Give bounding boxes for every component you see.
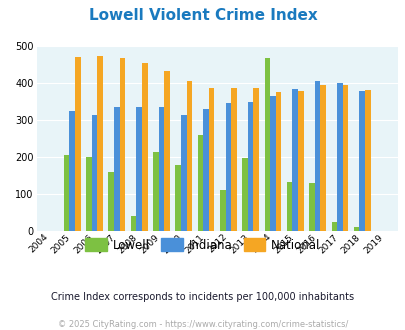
Bar	[275, 92, 281, 231]
Legend: Lowell, Indiana, National: Lowell, Indiana, National	[81, 234, 324, 256]
Bar	[314, 81, 320, 231]
Bar	[164, 71, 169, 231]
Bar	[108, 172, 114, 231]
Bar	[230, 88, 236, 231]
Bar	[175, 165, 181, 231]
Bar	[247, 102, 253, 231]
Bar	[342, 85, 347, 231]
Bar	[353, 227, 358, 231]
Bar	[75, 57, 81, 231]
Bar	[97, 56, 102, 231]
Bar	[364, 90, 370, 231]
Bar	[208, 88, 214, 231]
Bar	[320, 85, 325, 231]
Bar	[225, 104, 230, 231]
Bar	[286, 182, 292, 231]
Bar	[153, 151, 158, 231]
Bar	[331, 222, 336, 231]
Bar	[119, 58, 125, 231]
Text: © 2025 CityRating.com - https://www.cityrating.com/crime-statistics/: © 2025 CityRating.com - https://www.city…	[58, 320, 347, 329]
Bar	[86, 157, 92, 231]
Text: Crime Index corresponds to incidents per 100,000 inhabitants: Crime Index corresponds to incidents per…	[51, 292, 354, 302]
Bar	[142, 63, 147, 231]
Text: Lowell Violent Crime Index: Lowell Violent Crime Index	[88, 8, 317, 23]
Bar	[264, 58, 269, 231]
Bar	[297, 90, 303, 231]
Bar	[181, 115, 186, 231]
Bar	[269, 96, 275, 231]
Bar	[136, 107, 142, 231]
Bar	[69, 111, 75, 231]
Bar	[158, 107, 164, 231]
Bar	[242, 158, 247, 231]
Bar	[92, 115, 97, 231]
Bar	[186, 81, 192, 231]
Bar	[203, 109, 208, 231]
Bar	[309, 183, 314, 231]
Bar	[336, 83, 342, 231]
Bar	[253, 88, 258, 231]
Bar	[64, 155, 69, 231]
Bar	[197, 135, 203, 231]
Bar	[220, 190, 225, 231]
Bar	[358, 90, 364, 231]
Bar	[114, 107, 119, 231]
Bar	[130, 216, 136, 231]
Bar	[292, 89, 297, 231]
